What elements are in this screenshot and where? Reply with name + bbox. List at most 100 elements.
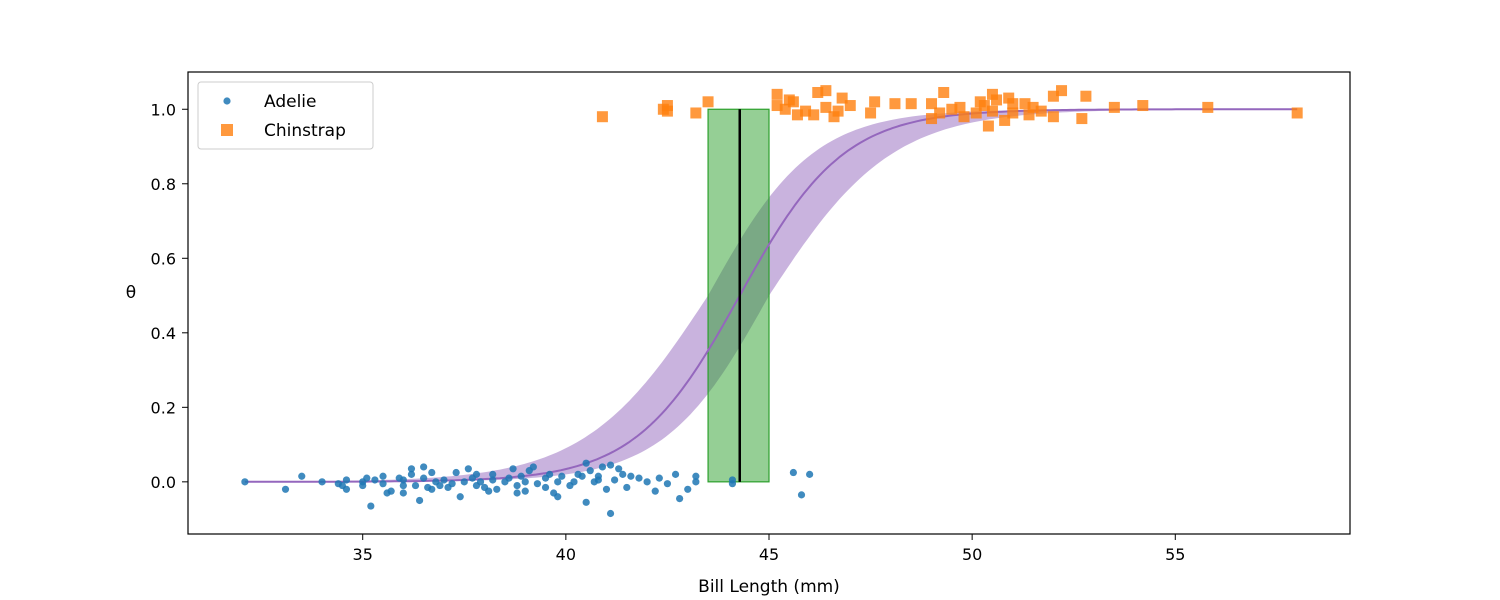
data-point-chinstrap <box>926 98 938 110</box>
data-point-chinstrap <box>865 107 877 119</box>
data-point-chinstrap <box>970 107 982 119</box>
data-point-adelie <box>476 478 485 486</box>
x-axis-label: Bill Length (mm) <box>698 577 840 597</box>
y-tick-label: 0.6 <box>151 249 176 268</box>
data-point-chinstrap <box>1202 101 1214 113</box>
data-point-adelie <box>684 485 692 493</box>
data-point-chinstrap <box>938 86 950 98</box>
data-point-adelie <box>513 481 521 490</box>
data-point-adelie <box>415 496 424 505</box>
data-point-chinstrap <box>771 100 783 112</box>
data-point-adelie <box>428 485 436 493</box>
data-point-chinstrap <box>596 111 608 123</box>
data-point-adelie <box>606 509 615 518</box>
data-point-chinstrap <box>958 111 970 123</box>
data-point-adelie <box>485 487 493 495</box>
data-point-chinstrap <box>1291 107 1303 119</box>
data-point-chinstrap <box>820 101 832 113</box>
data-point-adelie <box>728 480 737 488</box>
data-point-adelie <box>517 472 525 480</box>
data-point-chinstrap <box>771 88 783 100</box>
data-point-adelie <box>554 478 562 486</box>
data-point-chinstrap <box>791 109 803 121</box>
data-point-adelie <box>298 472 306 480</box>
y-tick-label: 0.8 <box>151 175 176 194</box>
data-point-adelie <box>371 476 379 484</box>
data-point-chinstrap <box>1137 100 1149 112</box>
data-point-adelie <box>464 465 472 473</box>
x-tick-label: 35 <box>353 545 373 564</box>
data-point-chinstrap <box>1108 101 1120 113</box>
data-point-chinstrap <box>820 85 832 97</box>
data-point-adelie <box>594 476 602 484</box>
data-point-chinstrap <box>1056 85 1068 97</box>
data-point-adelie <box>533 480 542 488</box>
y-tick-label: 0.4 <box>151 324 176 343</box>
data-point-adelie <box>602 485 611 493</box>
data-point-adelie <box>399 476 407 484</box>
plot-area <box>241 85 1303 518</box>
data-point-chinstrap <box>982 120 994 132</box>
data-point-adelie <box>692 478 700 486</box>
legend-label-chinstrap: Chinstrap <box>264 121 346 141</box>
data-point-adelie <box>505 474 513 482</box>
y-tick-label: 1.0 <box>151 100 176 119</box>
data-point-adelie <box>606 461 615 469</box>
data-point-adelie <box>586 467 594 475</box>
y-tick-label: 0.0 <box>151 473 176 492</box>
data-point-adelie <box>635 474 643 482</box>
curve-hdi-band <box>244 109 1298 482</box>
data-point-adelie <box>692 472 700 480</box>
data-point-chinstrap <box>889 98 901 110</box>
data-point-adelie <box>489 470 497 478</box>
data-point-adelie <box>436 481 444 490</box>
data-point-adelie <box>676 495 684 503</box>
data-point-chinstrap <box>1007 107 1019 119</box>
data-point-adelie <box>619 470 627 478</box>
x-tick-label: 45 <box>759 545 779 564</box>
data-point-adelie <box>521 478 529 486</box>
data-point-chinstrap <box>991 94 1003 106</box>
data-point-chinstrap <box>946 103 958 115</box>
data-point-adelie <box>663 480 672 488</box>
data-point-adelie <box>582 459 590 467</box>
data-point-adelie <box>570 478 578 486</box>
data-point-adelie <box>627 472 635 480</box>
data-point-chinstrap <box>978 100 990 112</box>
data-point-adelie <box>411 481 420 490</box>
data-point-chinstrap <box>905 98 917 110</box>
data-point-adelie <box>546 470 554 478</box>
legend-marker-adelie <box>223 97 231 105</box>
data-point-chinstrap <box>702 96 714 108</box>
legend-marker-chinstrap <box>221 124 233 136</box>
data-point-adelie <box>342 476 351 484</box>
data-point-chinstrap <box>828 111 840 123</box>
data-point-adelie <box>489 476 497 484</box>
data-point-adelie <box>509 465 517 473</box>
data-point-adelie <box>452 468 460 477</box>
data-point-adelie <box>472 470 481 478</box>
data-point-adelie <box>428 468 436 477</box>
data-point-chinstrap <box>1019 98 1031 110</box>
x-tick-label: 55 <box>1165 545 1185 564</box>
data-point-adelie <box>651 487 659 495</box>
data-point-adelie <box>399 489 407 497</box>
data-point-adelie <box>420 463 428 471</box>
data-point-adelie <box>399 481 407 490</box>
data-point-adelie <box>671 470 680 478</box>
data-point-chinstrap <box>869 96 881 108</box>
y-tick-label: 0.2 <box>151 398 176 417</box>
data-point-adelie <box>541 483 550 492</box>
data-point-adelie <box>456 493 464 501</box>
data-point-adelie <box>379 472 387 480</box>
data-point-adelie <box>440 476 448 484</box>
data-point-chinstrap <box>926 113 938 125</box>
data-point-adelie <box>521 487 529 495</box>
data-point-chinstrap <box>832 105 844 117</box>
data-point-chinstrap <box>1003 92 1015 104</box>
plot-frame <box>187 71 1351 535</box>
data-point-chinstrap <box>779 103 791 115</box>
fitted-curve <box>244 108 1298 483</box>
data-point-adelie <box>806 470 814 478</box>
data-point-chinstrap <box>1007 98 1019 110</box>
